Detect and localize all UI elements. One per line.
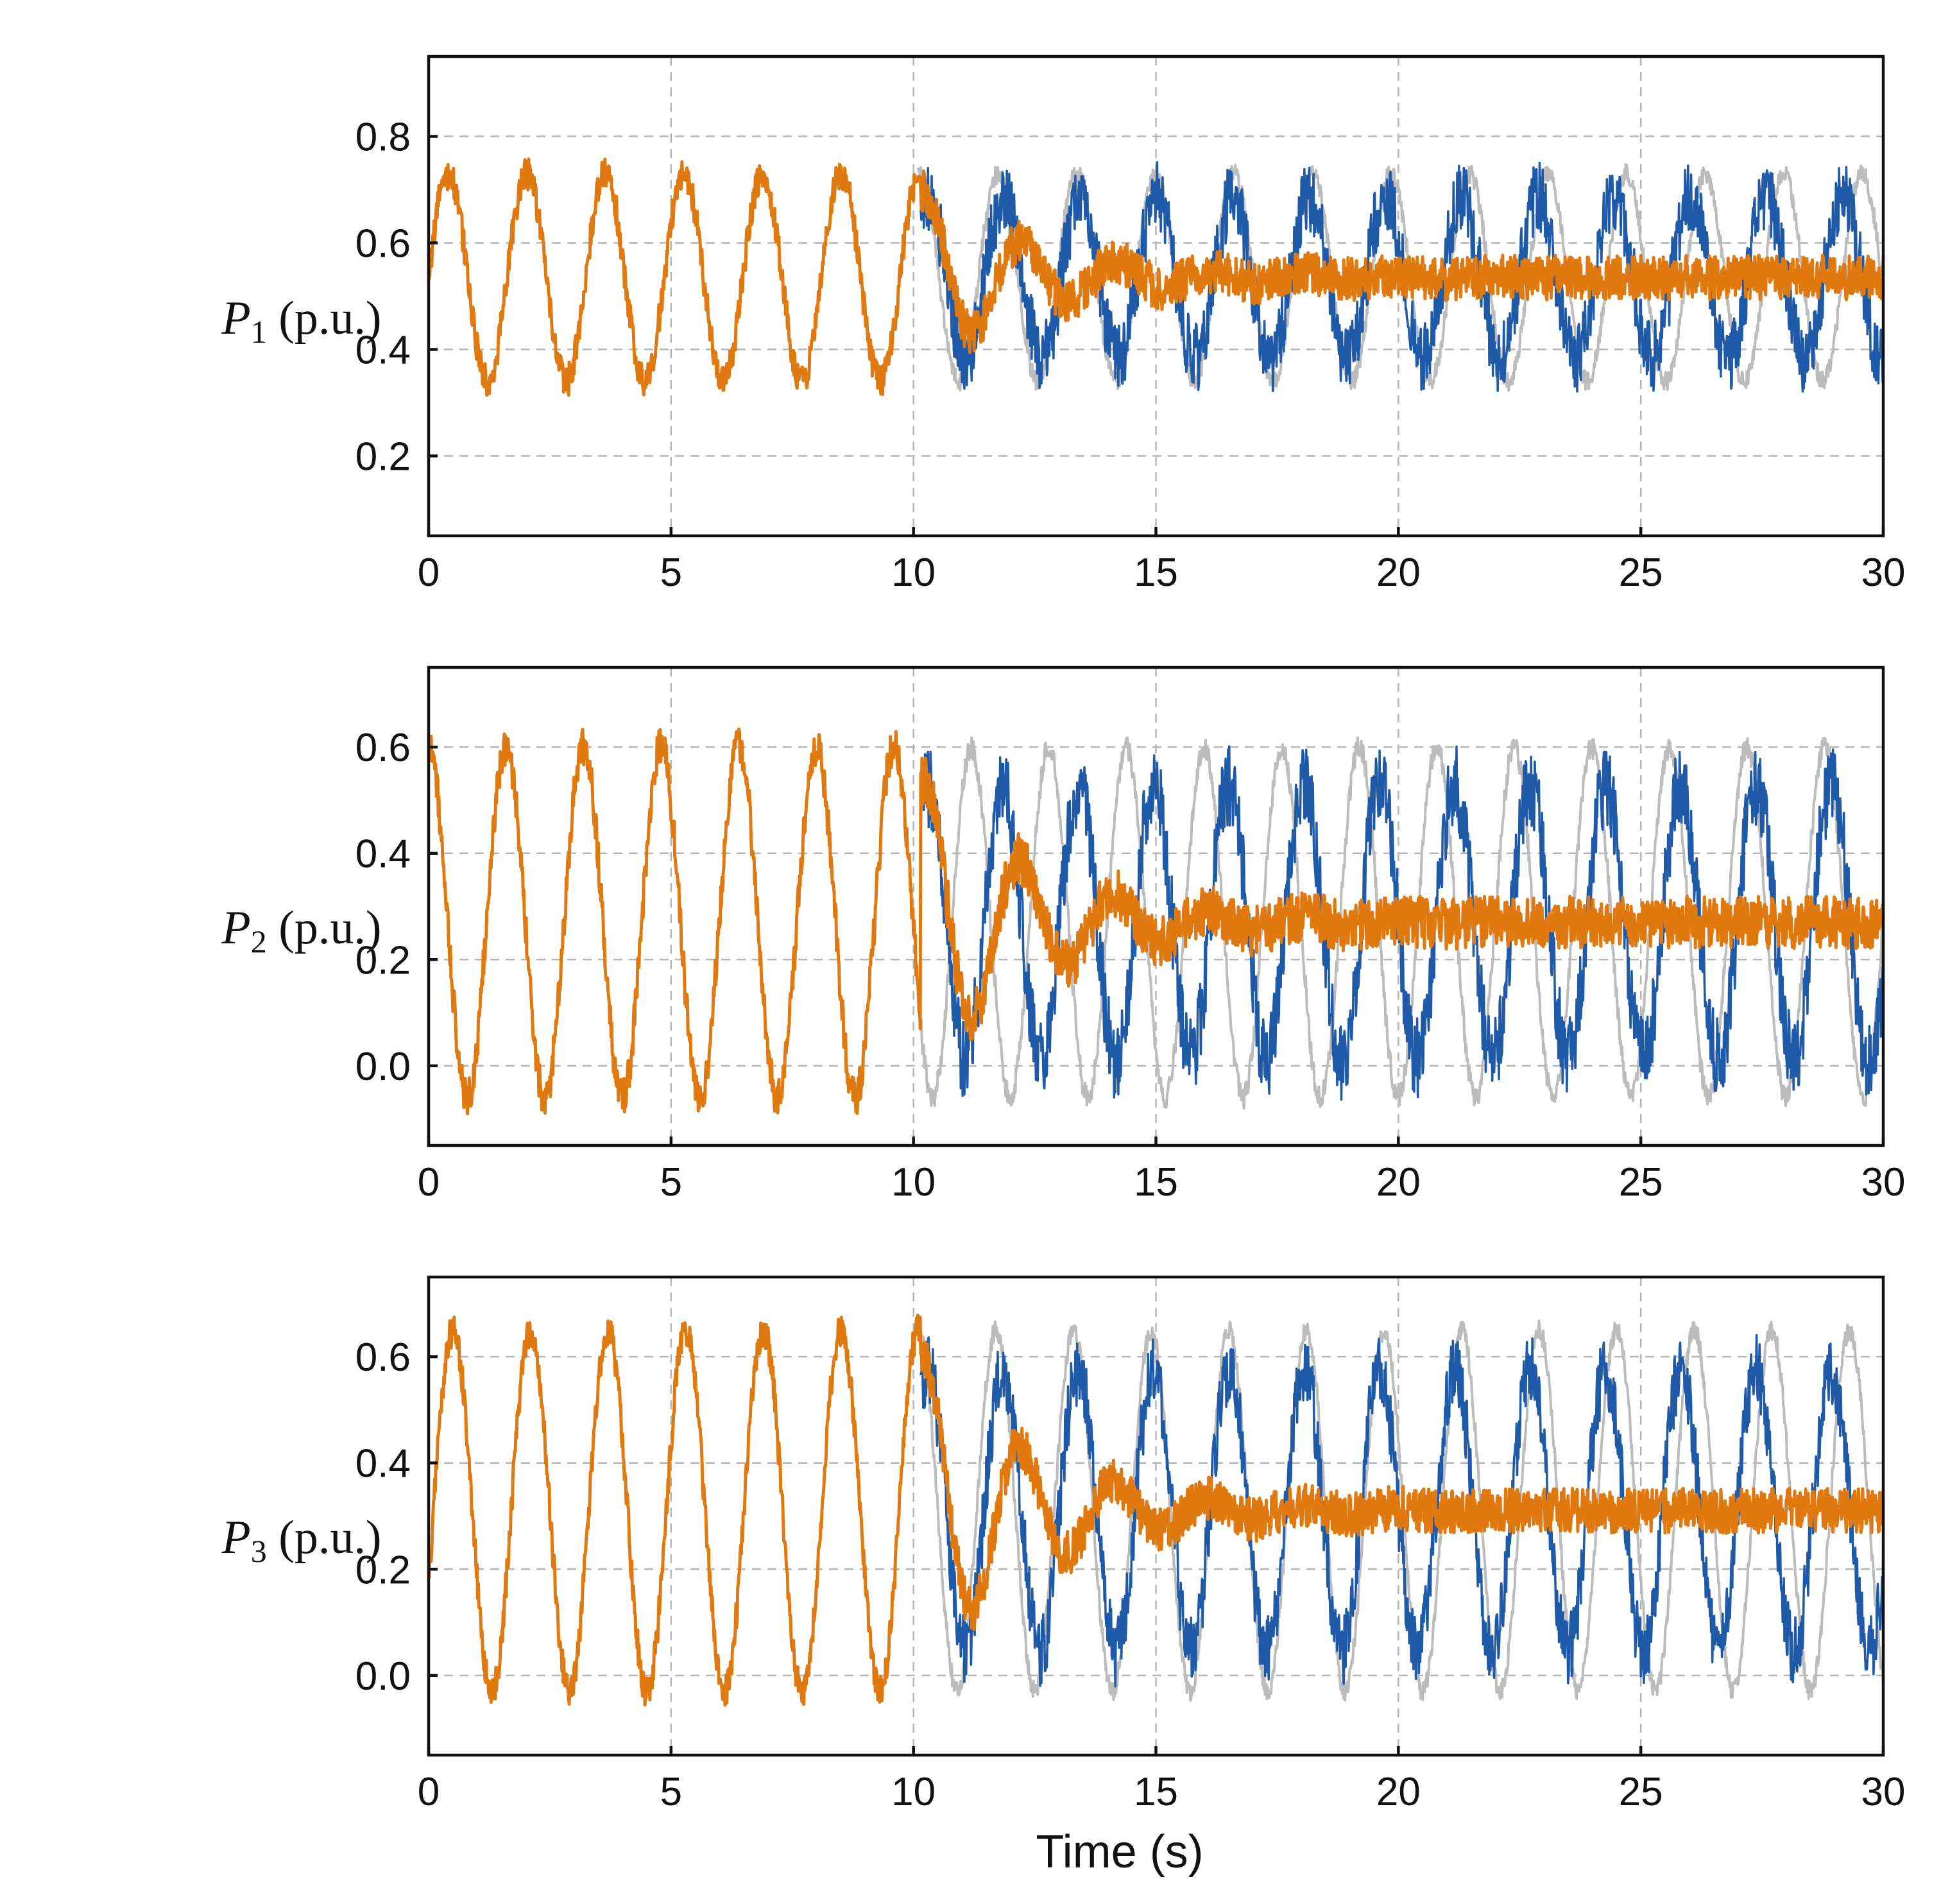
x-tick-label: 0 [418, 1770, 440, 1814]
x-tick-label: 30 [1861, 1770, 1906, 1814]
x-tick-label: 25 [1619, 1160, 1663, 1205]
y-tick-label: 0.2 [355, 1548, 411, 1592]
series-grey-line [917, 736, 1885, 1110]
y-tick-label: 0.6 [355, 726, 411, 770]
panel-p2: 0 5 10 15 20 25 30 0.0 0.2 0.4 0.6 P2 (p.u.) [221, 665, 1906, 1205]
series-orange-line [427, 157, 1885, 397]
y-tick-label: 0.4 [355, 329, 411, 373]
y-tick-label: 0.0 [355, 1654, 411, 1699]
x-tick-label: 30 [1861, 551, 1906, 595]
x-tick-label: 25 [1619, 1770, 1663, 1814]
x-tick-label: 15 [1134, 551, 1178, 595]
panel-p1: 0 5 10 15 20 25 30 0.2 0.4 0.6 0.8 P1 (p.u.) [221, 55, 1906, 595]
panel-p3: 0 5 10 15 20 25 30 0.0 0.2 0.4 0.6 P3 (p.u.) [221, 1275, 1906, 1814]
x-tick-label: 25 [1619, 551, 1663, 595]
x-tick-label: 5 [660, 551, 682, 595]
y-tick-label: 0.8 [355, 116, 411, 160]
series-blue-line [919, 1334, 1885, 1688]
x-tick-label: 20 [1376, 1160, 1421, 1205]
x-tick-label: 20 [1376, 1770, 1421, 1814]
y-tick-label: 0.0 [355, 1045, 411, 1089]
ylabel-p1: P1 (p.u.) [221, 292, 382, 350]
x-tick-label: 0 [418, 551, 440, 595]
x-tick-label: 5 [660, 1160, 682, 1205]
x-axis-label: Time (s) [1036, 1826, 1203, 1878]
x-tick-label: 10 [891, 551, 936, 595]
y-tick-label: 0.4 [355, 832, 411, 877]
x-tick-label: 0 [418, 1160, 440, 1205]
series-orange-line [427, 727, 1885, 1115]
y-tick-label: 0.2 [355, 435, 411, 479]
x-tick-label: 20 [1376, 551, 1421, 595]
y-tick-label: 0.6 [355, 222, 411, 266]
y-tick-label: 0.6 [355, 1335, 411, 1380]
ylabel-p3: P3 (p.u.) [221, 1511, 382, 1569]
x-tick-label: 5 [660, 1770, 682, 1814]
x-tick-label: 15 [1134, 1160, 1178, 1205]
series-orange-line [427, 1314, 1885, 1707]
ylabel-p2: P2 (p.u.) [221, 902, 382, 959]
y-tick-label: 0.2 [355, 938, 411, 982]
series-grey-line [917, 163, 1885, 393]
series-blue-line [919, 745, 1885, 1101]
x-tick-label: 15 [1134, 1770, 1178, 1814]
y-tick-label: 0.4 [355, 1442, 411, 1486]
x-tick-label: 10 [891, 1160, 936, 1205]
x-tick-label: 30 [1861, 1160, 1906, 1205]
x-tick-label: 10 [891, 1770, 936, 1814]
